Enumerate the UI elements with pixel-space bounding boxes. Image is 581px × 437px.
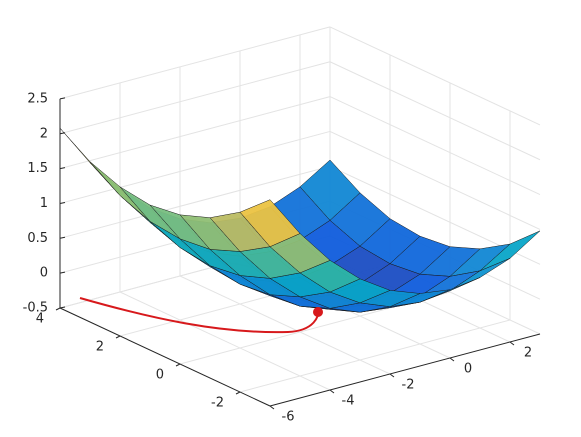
- y-tick: [115, 335, 121, 339]
- z-tick-label: 2.5: [27, 91, 48, 106]
- z-tick: [59, 97, 66, 100]
- x-tick: [269, 405, 275, 410]
- x-tick: [329, 389, 335, 394]
- z-tick: [59, 132, 66, 135]
- x-tick-label: -6: [282, 410, 295, 425]
- x-tick: [389, 373, 395, 378]
- y-tick: [175, 363, 181, 367]
- x-tick-label: -2: [402, 378, 415, 393]
- y-tick-label: 0: [156, 368, 164, 383]
- x-tick-label: 0: [464, 362, 472, 377]
- x-tick: [449, 357, 455, 362]
- y-tick-label: 4: [36, 312, 44, 327]
- y-tick: [235, 391, 241, 395]
- z-tick-label: 1.5: [27, 161, 48, 176]
- z-tick: [59, 271, 66, 274]
- y-axis: [59, 307, 271, 407]
- z-tick: [59, 201, 66, 204]
- grid-line: [179, 275, 391, 375]
- z-tick-label: -0.5: [23, 301, 48, 316]
- grid-line: [329, 26, 541, 126]
- grid-line: [329, 130, 541, 230]
- y-tick-label: 2: [96, 340, 104, 355]
- z-tick-label: 2: [40, 126, 48, 141]
- z-tick: [59, 236, 66, 239]
- z-tick-label: 1: [40, 196, 48, 211]
- y-tick: [55, 307, 61, 311]
- grid-line: [59, 61, 331, 135]
- z-tick-label: 0: [40, 266, 48, 281]
- surface: [59, 128, 541, 313]
- surface-patch: [239, 199, 301, 247]
- x-tick: [509, 341, 515, 346]
- grid-line: [239, 319, 511, 393]
- y-tick-label: -2: [211, 396, 224, 411]
- point-marker: [313, 307, 323, 317]
- z-tick-label: 0.5: [27, 231, 48, 246]
- grid-line: [329, 96, 541, 196]
- z-tick: [59, 167, 66, 170]
- grid-line: [59, 165, 331, 239]
- grid-line: [59, 26, 331, 100]
- tick-labels: -6 -4 -2 0 2 -2 0 2 4-0.5 0 0.5 1 1.5 2 2.5: [23, 91, 533, 424]
- x-axis: [269, 333, 541, 407]
- z-tick: [59, 306, 66, 309]
- x-tick-label: -4: [342, 394, 355, 409]
- grid-line: [59, 130, 331, 204]
- grid-line: [119, 291, 331, 391]
- x-tick-label: 2: [524, 346, 532, 361]
- grid-line: [59, 96, 331, 170]
- grid-line: [329, 61, 541, 161]
